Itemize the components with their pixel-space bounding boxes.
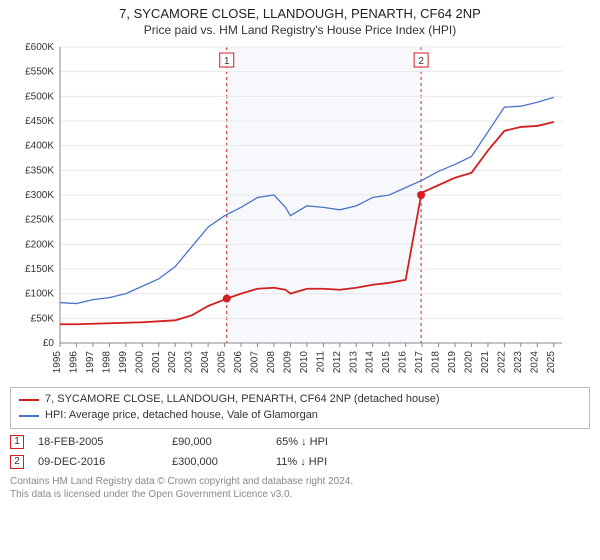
sale-price: £90,000 bbox=[172, 436, 262, 448]
legend-swatch bbox=[19, 415, 39, 417]
svg-text:£350K: £350K bbox=[25, 165, 54, 176]
svg-text:£250K: £250K bbox=[25, 215, 54, 226]
svg-text:2: 2 bbox=[418, 56, 424, 67]
svg-text:2008: 2008 bbox=[266, 351, 277, 374]
svg-text:2001: 2001 bbox=[151, 351, 162, 374]
footer-line2: This data is licensed under the Open Gov… bbox=[10, 488, 590, 502]
svg-text:1995: 1995 bbox=[52, 351, 63, 374]
svg-text:2022: 2022 bbox=[496, 351, 507, 374]
sale-hpi-delta: 11% ↓ HPI bbox=[276, 456, 386, 468]
svg-text:£50K: £50K bbox=[31, 313, 55, 324]
sale-date: 18-FEB-2005 bbox=[38, 436, 158, 448]
svg-text:2020: 2020 bbox=[463, 351, 474, 374]
legend-label: 7, SYCAMORE CLOSE, LLANDOUGH, PENARTH, C… bbox=[45, 392, 440, 408]
svg-text:2023: 2023 bbox=[513, 351, 524, 374]
svg-text:2003: 2003 bbox=[184, 351, 195, 374]
svg-text:2017: 2017 bbox=[414, 351, 425, 374]
svg-text:2014: 2014 bbox=[365, 351, 376, 374]
svg-text:2015: 2015 bbox=[381, 351, 392, 374]
sale-row: 2 09-DEC-2016 £300,000 11% ↓ HPI bbox=[10, 455, 590, 469]
sale-price: £300,000 bbox=[172, 456, 262, 468]
svg-text:2012: 2012 bbox=[332, 351, 343, 374]
svg-text:2006: 2006 bbox=[233, 351, 244, 374]
svg-text:2011: 2011 bbox=[315, 351, 326, 373]
footer-line1: Contains HM Land Registry data © Crown c… bbox=[10, 475, 590, 489]
svg-text:2004: 2004 bbox=[200, 351, 211, 374]
svg-text:1997: 1997 bbox=[85, 351, 96, 374]
chart-subtitle: Price paid vs. HM Land Registry's House … bbox=[10, 23, 590, 37]
svg-text:2000: 2000 bbox=[134, 351, 145, 374]
chart-area: £0 £50K £100K £150K £200K £250K £300K £350K £400… bbox=[10, 41, 590, 381]
svg-text:2005: 2005 bbox=[217, 351, 228, 374]
svg-text:£500K: £500K bbox=[25, 91, 54, 102]
svg-text:1998: 1998 bbox=[101, 351, 112, 374]
svg-text:1999: 1999 bbox=[118, 351, 129, 374]
sale-hpi-delta: 65% ↓ HPI bbox=[276, 436, 386, 448]
line-chart: £0 £50K £100K £150K £200K £250K £300K £350K £400… bbox=[10, 41, 570, 381]
svg-text:£550K: £550K bbox=[25, 67, 54, 78]
svg-text:2024: 2024 bbox=[529, 351, 540, 374]
sale-marker-number: 1 bbox=[10, 435, 24, 449]
legend-swatch bbox=[19, 399, 39, 401]
svg-text:1: 1 bbox=[224, 56, 230, 67]
svg-text:£450K: £450K bbox=[25, 116, 54, 127]
sale-row: 1 18-FEB-2005 £90,000 65% ↓ HPI bbox=[10, 435, 590, 449]
legend-item: HPI: Average price, detached house, Vale… bbox=[19, 408, 581, 424]
svg-text:£0: £0 bbox=[43, 338, 55, 349]
svg-text:£200K: £200K bbox=[25, 239, 54, 250]
svg-text:2010: 2010 bbox=[299, 351, 310, 374]
legend-item: 7, SYCAMORE CLOSE, LLANDOUGH, PENARTH, C… bbox=[19, 392, 581, 408]
sale-date: 09-DEC-2016 bbox=[38, 456, 158, 468]
svg-text:2016: 2016 bbox=[398, 351, 409, 374]
legend: 7, SYCAMORE CLOSE, LLANDOUGH, PENARTH, C… bbox=[10, 387, 590, 429]
svg-text:2019: 2019 bbox=[447, 351, 458, 374]
svg-text:£150K: £150K bbox=[25, 264, 54, 275]
svg-text:2018: 2018 bbox=[431, 351, 442, 374]
svg-text:£600K: £600K bbox=[25, 42, 54, 53]
svg-text:1996: 1996 bbox=[68, 351, 79, 374]
svg-text:2009: 2009 bbox=[282, 351, 293, 374]
svg-text:2025: 2025 bbox=[546, 351, 557, 374]
chart-title: 7, SYCAMORE CLOSE, LLANDOUGH, PENARTH, C… bbox=[10, 6, 590, 21]
svg-text:2013: 2013 bbox=[348, 351, 359, 374]
svg-text:2007: 2007 bbox=[250, 351, 261, 374]
legend-label: HPI: Average price, detached house, Vale… bbox=[45, 408, 318, 424]
svg-text:£400K: £400K bbox=[25, 141, 54, 152]
svg-text:£100K: £100K bbox=[25, 289, 54, 300]
sales-table: 1 18-FEB-2005 £90,000 65% ↓ HPI 2 09-DEC-2016… bbox=[10, 435, 590, 469]
svg-text:£300K: £300K bbox=[25, 190, 54, 201]
sale-marker-number: 2 bbox=[10, 455, 24, 469]
footer-attribution: Contains HM Land Registry data © Crown c… bbox=[10, 475, 590, 502]
svg-text:2002: 2002 bbox=[167, 351, 178, 374]
svg-text:2021: 2021 bbox=[480, 351, 491, 374]
